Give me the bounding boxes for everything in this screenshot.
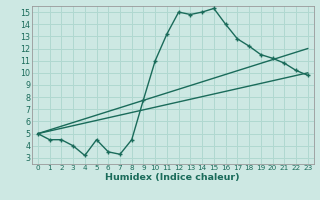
X-axis label: Humidex (Indice chaleur): Humidex (Indice chaleur) bbox=[106, 173, 240, 182]
